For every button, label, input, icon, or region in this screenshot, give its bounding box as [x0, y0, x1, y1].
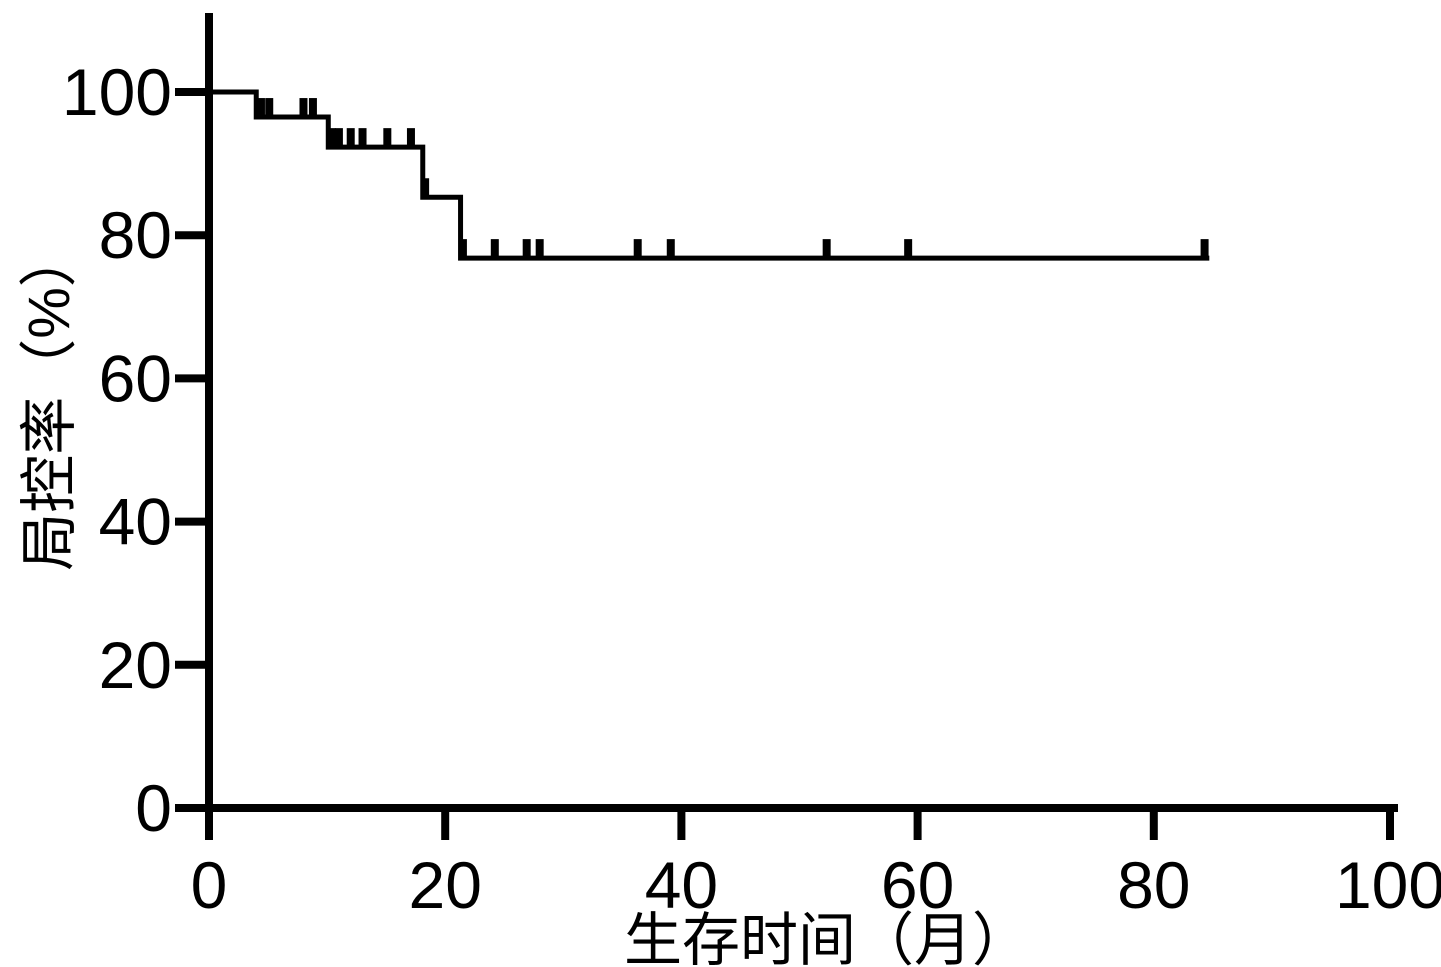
y-tick-label: 20	[99, 628, 172, 702]
x-tick-label: 60	[881, 848, 954, 922]
x-tick-label: 20	[408, 848, 481, 922]
x-tick-label: 40	[645, 848, 718, 922]
y-tick-label: 40	[99, 485, 172, 559]
x-axis-title: 生存时间（月）	[623, 908, 1031, 967]
y-tick-label: 100	[62, 55, 172, 129]
y-axis-title: 局控率（%）	[17, 229, 82, 571]
x-tick-label: 0	[191, 848, 228, 922]
y-tick-label: 60	[99, 341, 172, 415]
x-tick-label: 100	[1335, 848, 1441, 922]
survival-step-curve	[209, 89, 1210, 261]
x-tick-label: 80	[1117, 848, 1190, 922]
y-tick-label: 0	[135, 771, 172, 845]
y-tick-label: 80	[99, 198, 172, 272]
